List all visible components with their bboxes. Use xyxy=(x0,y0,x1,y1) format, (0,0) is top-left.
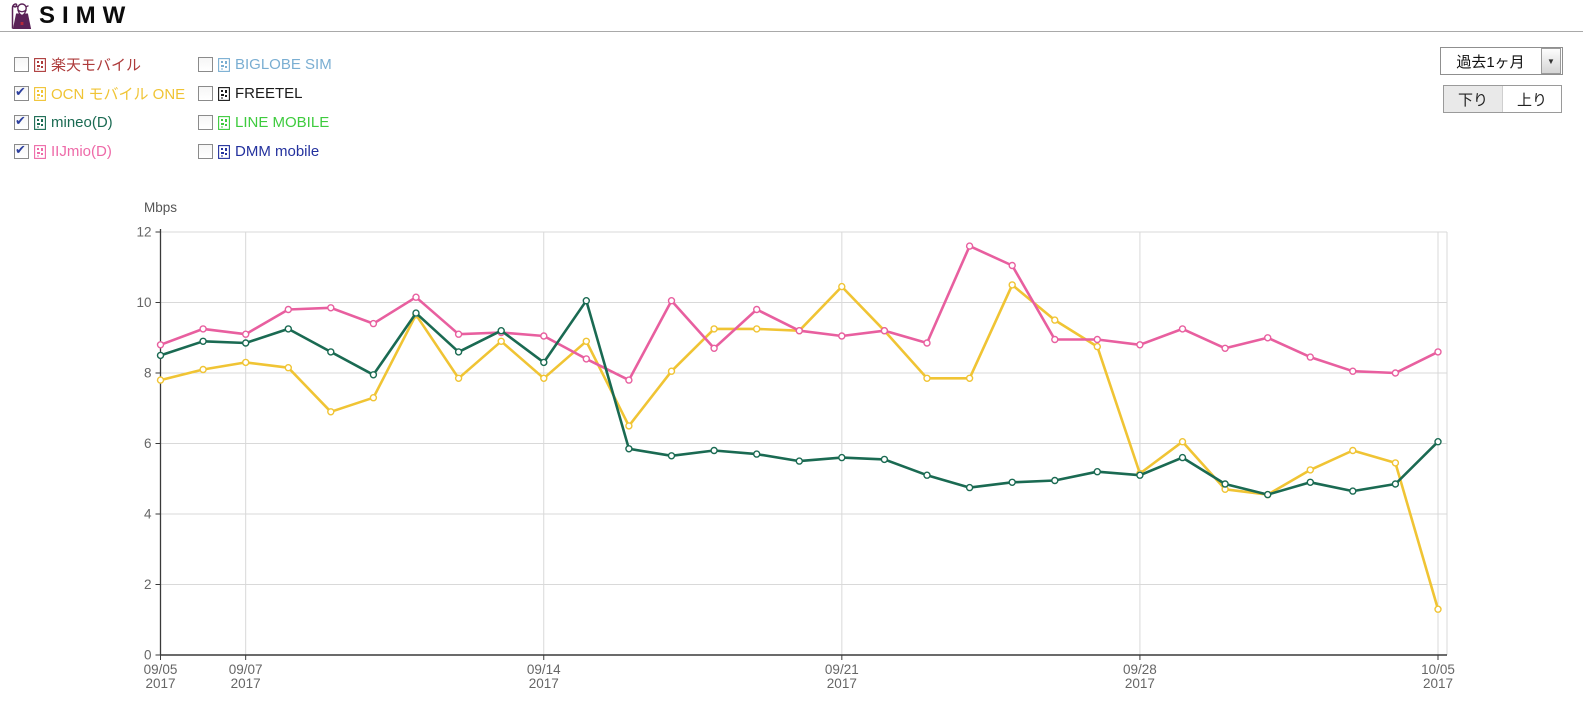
sim-card-icon xyxy=(34,86,46,101)
svg-text:2: 2 xyxy=(144,577,152,592)
legend-item-biglobe-sim: BIGLOBE SIM xyxy=(198,50,332,79)
svg-text:12: 12 xyxy=(136,225,151,240)
chevron-down-icon[interactable]: ▼ xyxy=(1541,48,1561,74)
legend-item-ocn-mobile-one: OCN モバイル ONE xyxy=(14,79,185,108)
sim-card-icon xyxy=(34,144,46,159)
rakuten-checkbox[interactable] xyxy=(14,57,29,72)
header: SIMW xyxy=(0,0,1583,32)
line-mobile-checkbox[interactable] xyxy=(198,115,213,130)
svg-text:09/05: 09/05 xyxy=(144,662,178,677)
legend-column-2: BIGLOBE SIM FREETEL LINE MOBILE DMM mobi… xyxy=(198,50,332,166)
svg-text:2017: 2017 xyxy=(145,676,175,691)
legend-label: OCN モバイル ONE xyxy=(51,86,186,103)
legend-label: FREETEL xyxy=(235,85,303,102)
svg-text:09/21: 09/21 xyxy=(825,662,859,677)
period-select[interactable]: 過去1ヶ月 ▼ xyxy=(1440,47,1563,75)
svg-text:09/14: 09/14 xyxy=(527,662,561,677)
period-select-value: 過去1ヶ月 xyxy=(1456,53,1525,71)
svg-text:2017: 2017 xyxy=(1125,676,1155,691)
svg-text:10/05: 10/05 xyxy=(1421,662,1455,677)
svg-text:Mbps: Mbps xyxy=(144,200,177,215)
svg-text:2017: 2017 xyxy=(529,676,559,691)
sim-card-icon xyxy=(34,115,46,130)
legend-label: LINE MOBILE xyxy=(235,114,330,131)
svg-text:09/28: 09/28 xyxy=(1123,662,1157,677)
legend-label: mineo(D) xyxy=(51,114,113,131)
svg-text:8: 8 xyxy=(144,366,152,381)
legend-item-rakuten-mobile: 楽天モバイル xyxy=(14,50,185,79)
legend-item-freetel: FREETEL xyxy=(198,79,332,108)
svg-text:09/07: 09/07 xyxy=(229,662,263,677)
legend-label: BIGLOBE SIM xyxy=(235,56,332,73)
sim-card-icon xyxy=(218,144,230,159)
upload-direction-button[interactable]: 上り xyxy=(1502,86,1561,112)
svg-text:2017: 2017 xyxy=(231,676,261,691)
direction-toggle: 下り 上り xyxy=(1443,85,1562,113)
legend-label: 楽天モバイル xyxy=(51,57,142,74)
legend-item-mineo: mineo(D) xyxy=(14,108,185,137)
sim-card-icon xyxy=(218,86,230,101)
svg-text:2017: 2017 xyxy=(827,676,857,691)
svg-text:2017: 2017 xyxy=(1423,676,1453,691)
sim-card-icon xyxy=(218,57,230,72)
legend-item-iijmio: IIJmio(D) xyxy=(14,137,185,166)
svg-text:4: 4 xyxy=(144,507,152,522)
wizard-mascot-icon xyxy=(11,3,32,29)
freetel-checkbox[interactable] xyxy=(198,86,213,101)
legend-label: IIJmio(D) xyxy=(51,143,112,160)
dmm-checkbox[interactable] xyxy=(198,144,213,159)
sim-card-icon xyxy=(218,115,230,130)
sim-card-icon xyxy=(34,57,46,72)
iijmio-checkbox[interactable] xyxy=(14,142,29,159)
logo[interactable]: SIMW xyxy=(4,1,132,30)
biglobe-checkbox[interactable] xyxy=(198,57,213,72)
ocn-checkbox[interactable] xyxy=(14,84,29,101)
svg-text:10: 10 xyxy=(136,295,151,310)
download-direction-button[interactable]: 下り xyxy=(1444,86,1502,112)
legend-column-1: 楽天モバイル OCN モバイル ONE mineo(D) IIJmio(D) xyxy=(14,50,185,166)
legend-item-line-mobile: LINE MOBILE xyxy=(198,108,332,137)
mineo-checkbox[interactable] xyxy=(14,113,29,130)
site-title: SIMW xyxy=(39,1,133,29)
legend-item-dmm-mobile: DMM mobile xyxy=(198,137,332,166)
svg-text:0: 0 xyxy=(144,648,152,663)
svg-text:6: 6 xyxy=(144,436,152,451)
legend-label: DMM mobile xyxy=(235,143,320,160)
